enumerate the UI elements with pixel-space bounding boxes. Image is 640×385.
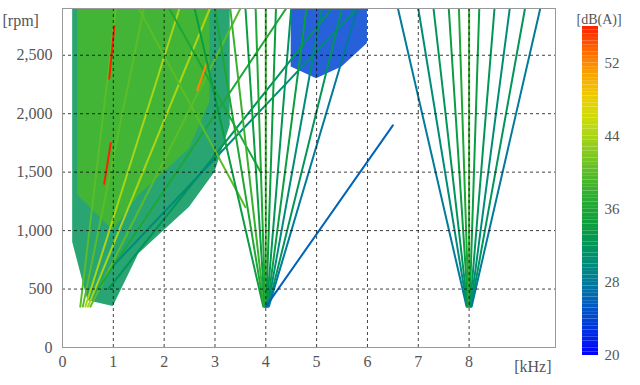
svg-text:3: 3 — [211, 353, 219, 370]
svg-text:[kHz]: [kHz] — [514, 358, 551, 375]
svg-text:2,500: 2,500 — [17, 46, 53, 63]
svg-text:1,000: 1,000 — [17, 222, 53, 239]
svg-text:1,500: 1,500 — [17, 163, 53, 180]
svg-text:20: 20 — [605, 347, 620, 363]
svg-text:2,000: 2,000 — [17, 105, 53, 122]
svg-text:0: 0 — [45, 339, 53, 356]
svg-text:52: 52 — [605, 55, 620, 71]
svg-text:7: 7 — [414, 353, 422, 370]
svg-text:5: 5 — [313, 353, 321, 370]
svg-text:4: 4 — [262, 353, 270, 370]
svg-text:1: 1 — [109, 353, 117, 370]
svg-text:[dB(A)]: [dB(A)] — [577, 12, 622, 28]
svg-text:36: 36 — [605, 201, 621, 217]
svg-text:[rpm]: [rpm] — [3, 12, 39, 30]
svg-text:8: 8 — [465, 353, 473, 370]
svg-text:6: 6 — [363, 353, 371, 370]
svg-text:0: 0 — [59, 353, 67, 370]
svg-text:28: 28 — [605, 274, 620, 290]
svg-text:500: 500 — [29, 280, 53, 297]
svg-text:44: 44 — [605, 128, 621, 144]
svg-text:2: 2 — [160, 353, 168, 370]
